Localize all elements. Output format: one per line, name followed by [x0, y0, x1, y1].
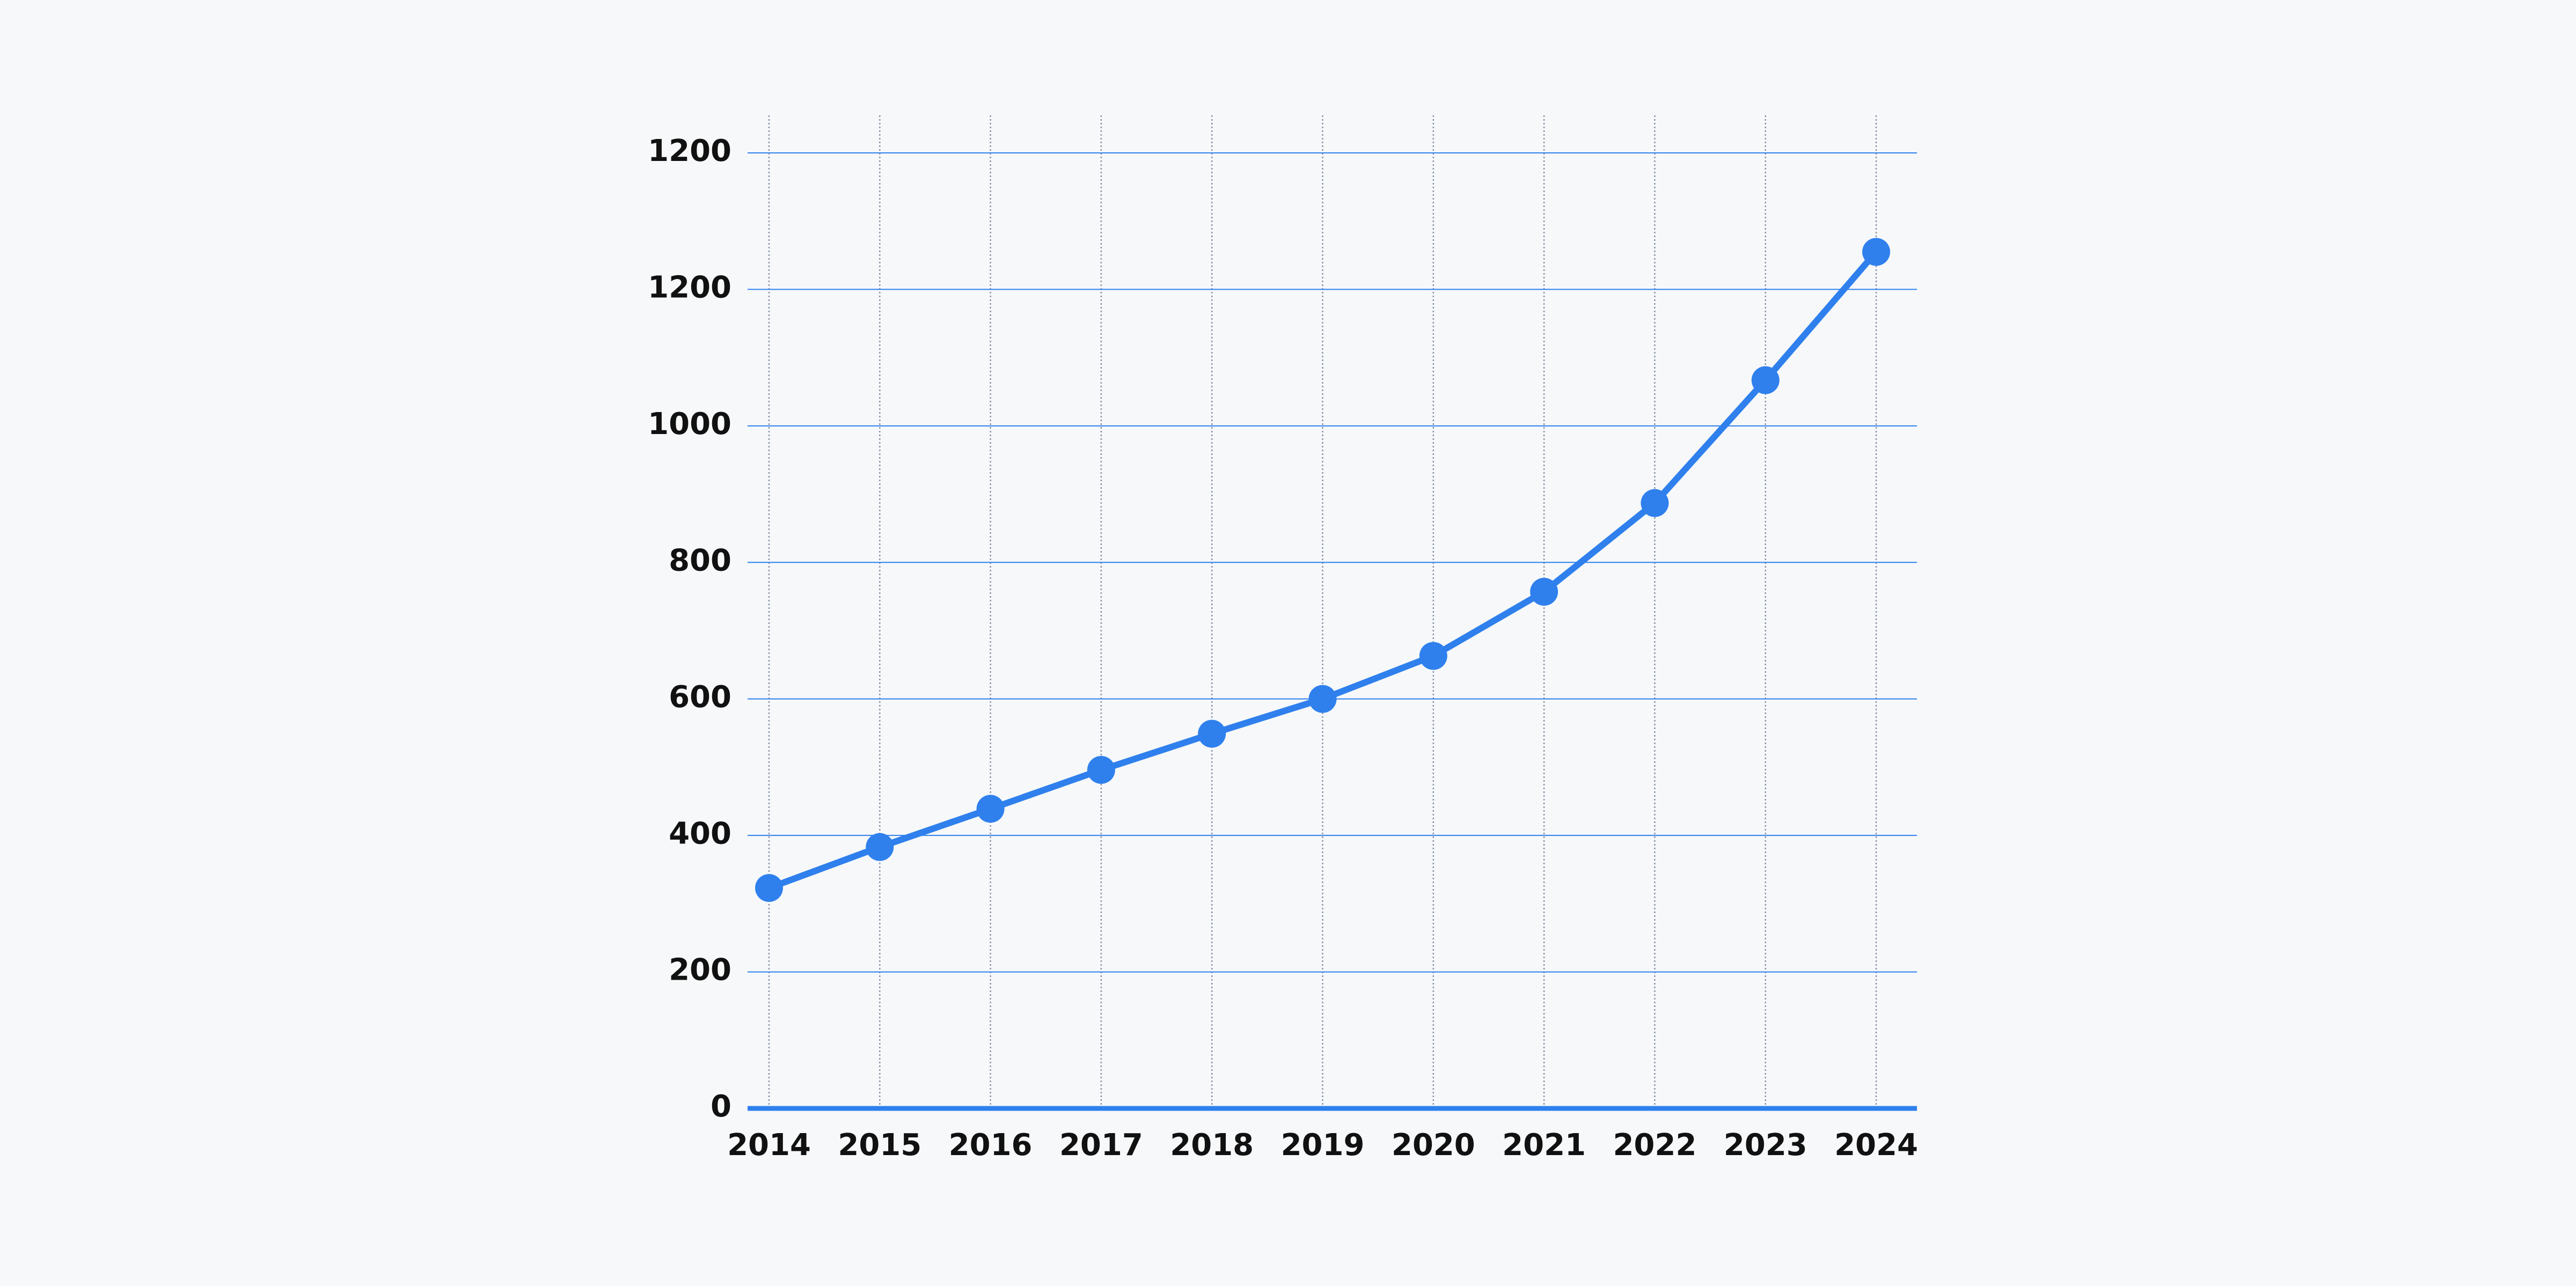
point — [1862, 238, 1890, 266]
y-tick-label: 1200 — [648, 134, 731, 168]
point — [1308, 685, 1337, 713]
point — [1087, 756, 1115, 784]
x-tick-label: 2024 — [1834, 1128, 1918, 1163]
point — [976, 795, 1005, 823]
x-tick-label: 2015 — [838, 1128, 921, 1163]
point — [755, 874, 783, 902]
point — [866, 833, 894, 861]
point — [1530, 577, 1558, 606]
x-tick-label: 2020 — [1392, 1128, 1475, 1163]
x-tick-label: 2016 — [949, 1128, 1033, 1163]
y-tick-label: 600 — [669, 680, 731, 715]
x-tick-label: 2017 — [1059, 1128, 1143, 1163]
x-tick-label: 2021 — [1502, 1128, 1586, 1163]
y-tick-label: 1200 — [648, 270, 731, 305]
x-tick-label: 2014 — [727, 1128, 811, 1163]
point — [1198, 719, 1226, 748]
y-tick-label: 0 — [711, 1089, 731, 1124]
y-tick-label: 800 — [669, 543, 731, 578]
x-tick-label: 2018 — [1170, 1128, 1254, 1163]
x-tick-label: 2023 — [1724, 1128, 1807, 1163]
point — [1641, 489, 1669, 517]
y-tick-label: 1000 — [648, 407, 731, 442]
y-tick-label: 200 — [669, 953, 731, 988]
point — [1751, 366, 1780, 394]
x-tick-label: 2022 — [1613, 1128, 1696, 1163]
x-tick-label: 2019 — [1281, 1128, 1365, 1163]
point — [1419, 642, 1447, 670]
y-tick-label: 400 — [669, 816, 731, 851]
